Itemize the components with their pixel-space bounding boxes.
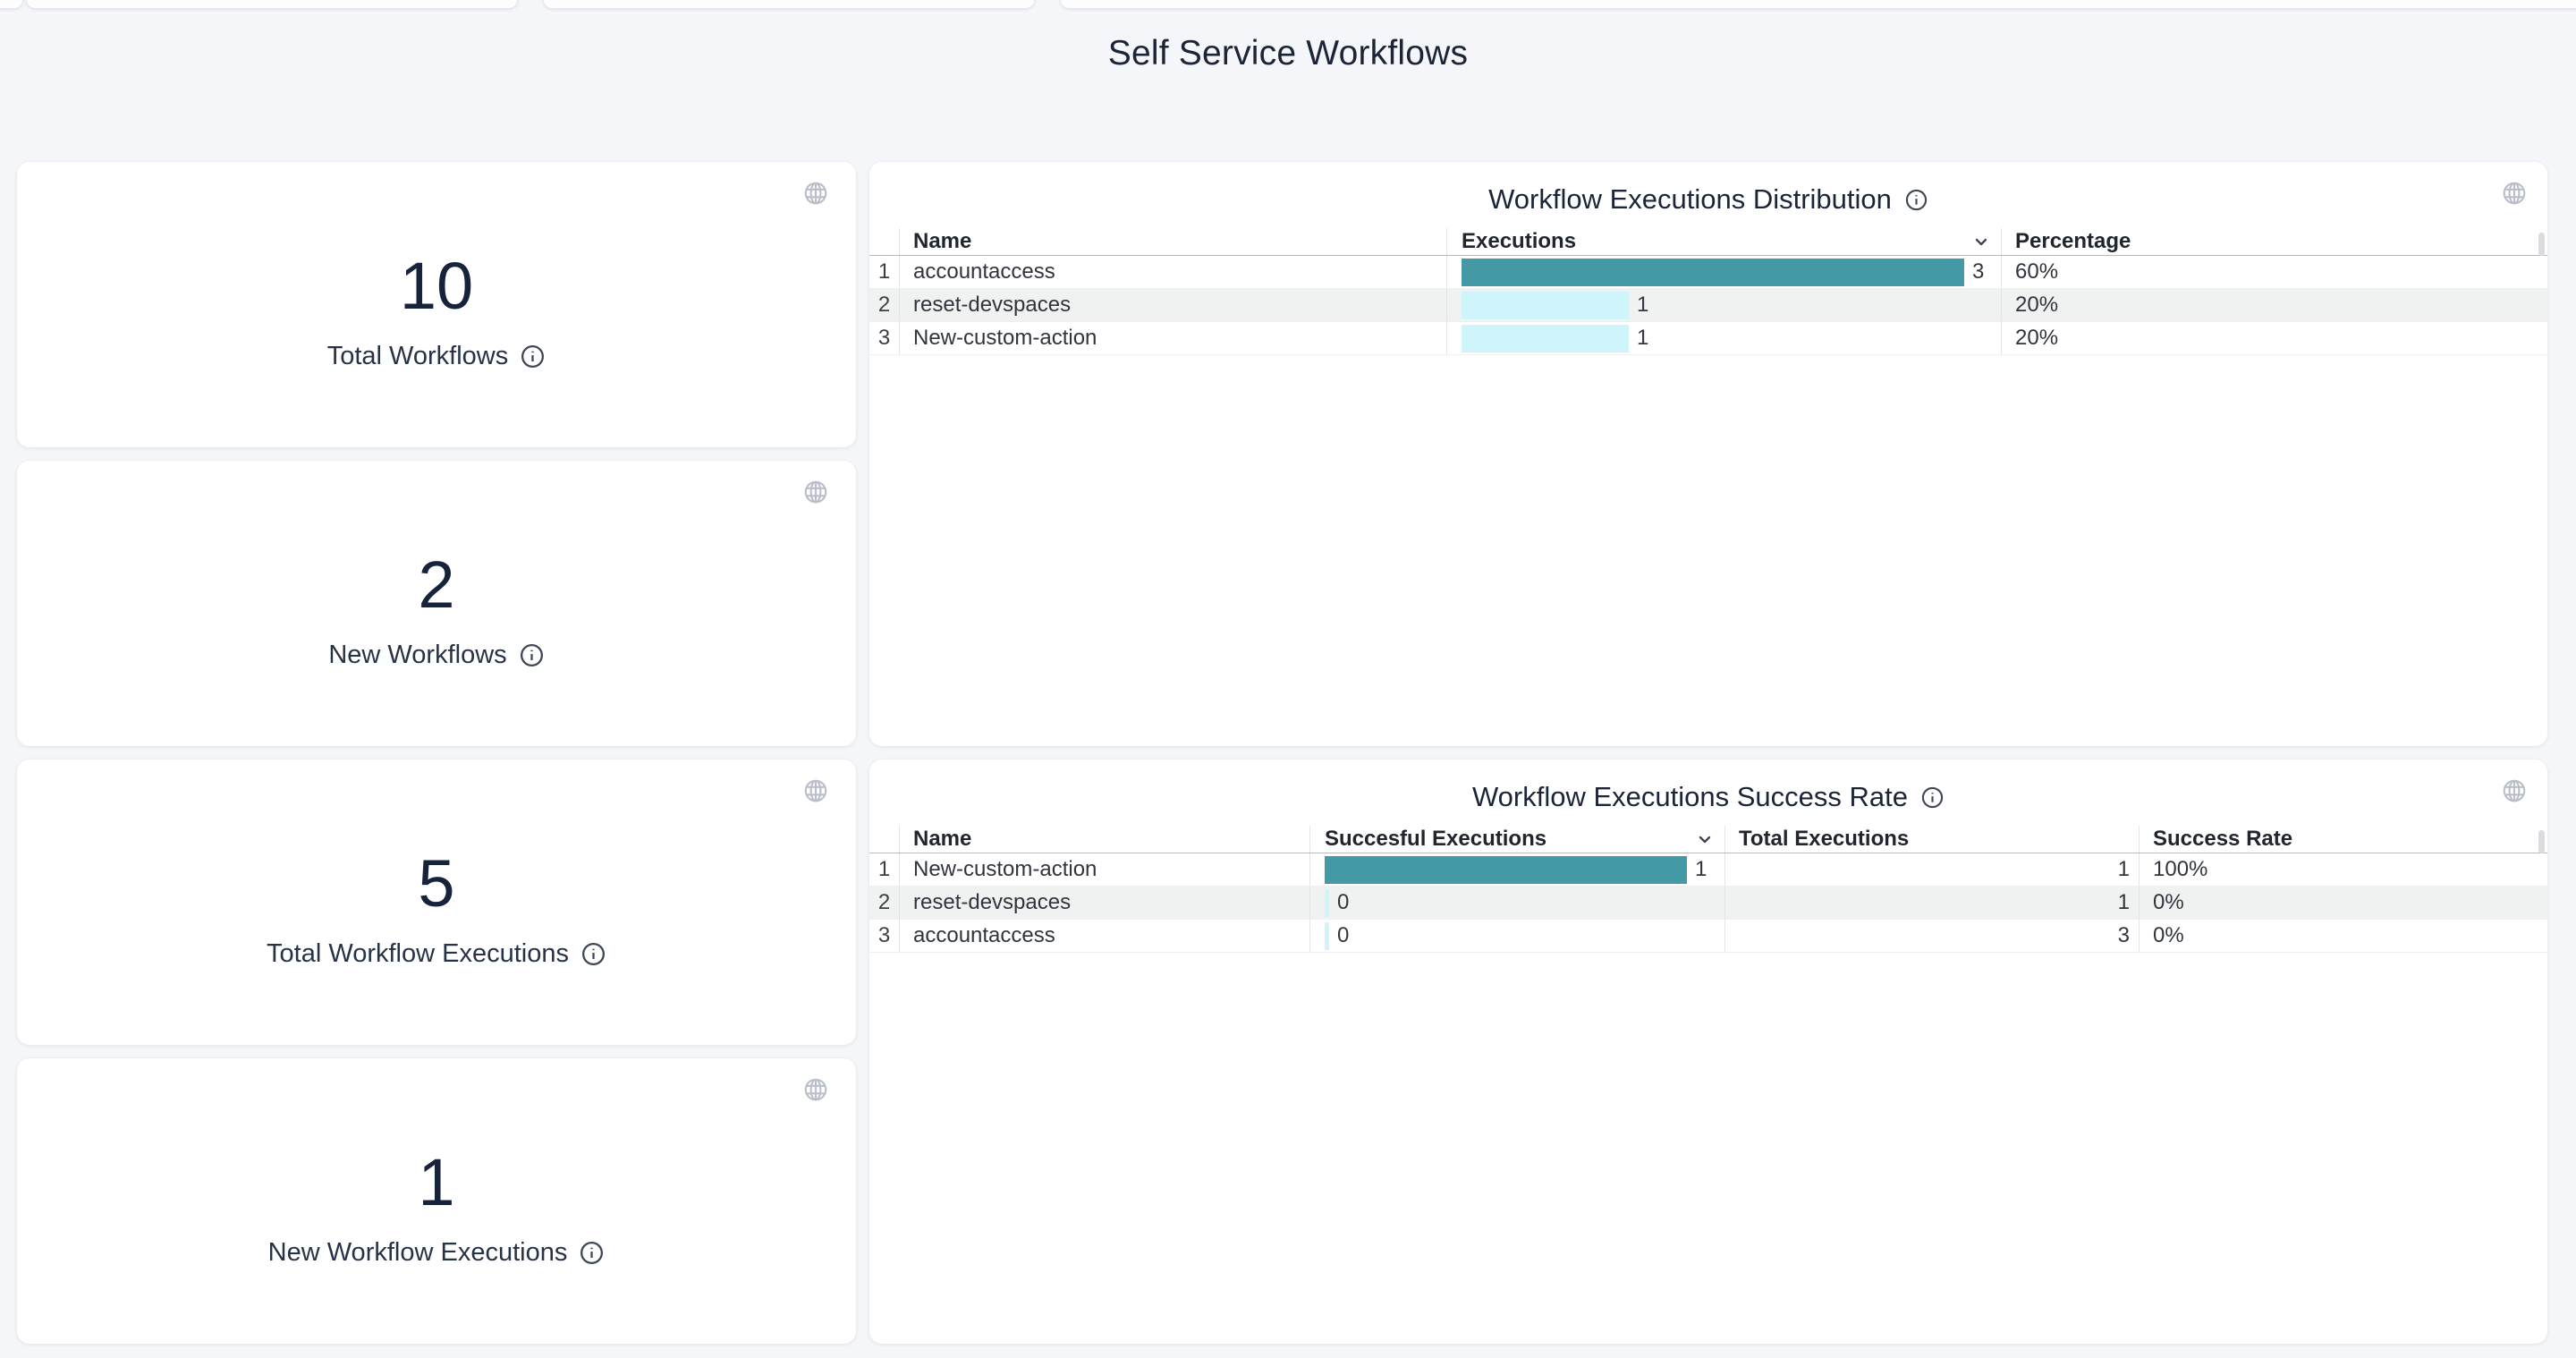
successful-executions-header-label: Succesful Executions <box>1325 827 1547 851</box>
row-index: 1 <box>877 857 891 881</box>
stat-label: Total Workflow Executions <box>267 939 569 968</box>
table-row[interactable]: 1 accountaccess 3 60% <box>869 256 2547 289</box>
stat-label: Total Workflows <box>326 342 509 370</box>
top-card-strip <box>1061 0 2576 8</box>
success-rate-cell: 0% <box>2139 920 2547 952</box>
table-row[interactable]: 3 New-custom-action 1 20% <box>869 322 2547 355</box>
info-icon[interactable] <box>519 642 545 668</box>
executions-value: 3 <box>1972 259 1985 284</box>
successful-executions-bar-cell: 1 <box>1309 853 1724 886</box>
workflow-name-cell: New-custom-action <box>899 322 1446 354</box>
stat-label: New Workflows <box>328 641 507 669</box>
successful-executions-bar-cell: 0 <box>1309 887 1724 919</box>
workflow-executions-distribution-card: Workflow Executions Distribution Name Ex… <box>869 162 2547 746</box>
table-row[interactable]: 2 reset-devspaces 1 20% <box>869 289 2547 322</box>
card-title: Workflow Executions Distribution <box>1488 183 1892 215</box>
executions-value: 1 <box>1637 326 1649 350</box>
executions-value: 1 <box>1637 293 1649 317</box>
percentage-column-header: Percentage <box>2001 228 2547 255</box>
executions-bar-cell: 1 <box>1446 289 2001 321</box>
info-icon[interactable] <box>520 344 546 369</box>
card-title: Workflow Executions Success Rate <box>1471 781 1908 812</box>
successful-executions-bar <box>1325 888 1329 917</box>
index-column-header <box>869 228 899 255</box>
successful-executions-column-header[interactable]: Succesful Executions <box>1309 826 1724 853</box>
successful-executions-bar-cell: 0 <box>1309 920 1724 952</box>
info-icon[interactable] <box>580 941 606 967</box>
row-index: 3 <box>877 923 891 947</box>
top-card-strip <box>27 0 517 8</box>
new-workflow-executions-card: 1 New Workflow Executions <box>17 1058 856 1344</box>
workflow-name-cell: accountaccess <box>899 920 1309 952</box>
stat-label: New Workflow Executions <box>267 1238 568 1267</box>
workflow-name-cell: New-custom-action <box>899 853 1309 886</box>
successful-executions-value: 0 <box>1337 923 1350 947</box>
percentage-cell: 60% <box>2001 256 2547 288</box>
table-scrollbar[interactable] <box>2538 233 2545 256</box>
index-column-header <box>869 826 899 853</box>
percentage-cell: 20% <box>2001 322 2547 354</box>
total-workflows-card: 10 Total Workflows <box>17 162 856 447</box>
sort-chevron-down-icon[interactable] <box>1972 233 1990 250</box>
success-rate-column-header: Success Rate <box>2139 826 2547 853</box>
top-card-strip <box>544 0 1034 8</box>
workflow-name-cell: reset-devspaces <box>899 887 1309 919</box>
row-index: 2 <box>877 890 891 914</box>
row-index: 1 <box>877 259 891 284</box>
workflow-name-cell: reset-devspaces <box>899 289 1446 321</box>
total-executions-cell: 1 <box>1724 887 2139 919</box>
table-row[interactable]: 3 accountaccess 0 3 0% <box>869 920 2547 953</box>
executions-column-header[interactable]: Executions <box>1446 228 2001 255</box>
stat-value: 2 <box>418 547 455 622</box>
workflow-name-cell: accountaccess <box>899 256 1446 288</box>
info-icon[interactable] <box>579 1240 605 1266</box>
page-title: Self Service Workflows <box>1107 34 1469 72</box>
info-icon[interactable] <box>1920 785 1945 810</box>
name-column-header: Name <box>899 228 1446 255</box>
total-executions-cell: 1 <box>1724 853 2139 886</box>
sort-chevron-down-icon[interactable] <box>1696 830 1714 848</box>
table-row[interactable]: 2 reset-devspaces 0 1 0% <box>869 887 2547 920</box>
info-icon[interactable] <box>1904 188 1928 212</box>
total-executions-column-header: Total Executions <box>1724 826 2139 853</box>
row-index: 2 <box>877 293 891 317</box>
percentage-cell: 20% <box>2001 289 2547 321</box>
table-header-row: Name Executions Percentage <box>869 228 2547 256</box>
success-rate-cell: 0% <box>2139 887 2547 919</box>
stat-value: 1 <box>418 1145 455 1219</box>
successful-executions-value: 0 <box>1337 890 1350 914</box>
stat-value: 10 <box>399 249 474 323</box>
table-scrollbar[interactable] <box>2538 830 2545 853</box>
successful-executions-bar <box>1325 855 1687 884</box>
table-row[interactable]: 1 New-custom-action 1 1 100% <box>869 853 2547 887</box>
executions-bar-cell: 1 <box>1446 322 2001 354</box>
success-rate-cell: 100% <box>2139 853 2547 886</box>
top-card-strip <box>0 0 22 8</box>
executions-bar <box>1462 324 1629 352</box>
successful-executions-value: 1 <box>1695 857 1707 881</box>
successful-executions-bar <box>1325 921 1329 950</box>
executions-bar <box>1462 291 1629 319</box>
total-workflow-executions-card: 5 Total Workflow Executions <box>17 760 856 1045</box>
executions-header-label: Executions <box>1462 229 1577 253</box>
stat-value: 5 <box>418 846 455 921</box>
new-workflows-card: 2 New Workflows <box>17 461 856 746</box>
row-index: 3 <box>877 326 891 350</box>
workflow-executions-success-rate-card: Workflow Executions Success Rate Name Su… <box>869 760 2547 1344</box>
name-column-header: Name <box>899 826 1309 853</box>
success-rate-table: Name Succesful Executions Total Executio… <box>869 826 2547 953</box>
executions-bar-cell: 3 <box>1446 256 2001 288</box>
executions-bar <box>1462 258 1964 286</box>
distribution-table: Name Executions Percentage 1 accountacce… <box>869 228 2547 355</box>
total-executions-cell: 3 <box>1724 920 2139 952</box>
table-header-row: Name Succesful Executions Total Executio… <box>869 826 2547 853</box>
